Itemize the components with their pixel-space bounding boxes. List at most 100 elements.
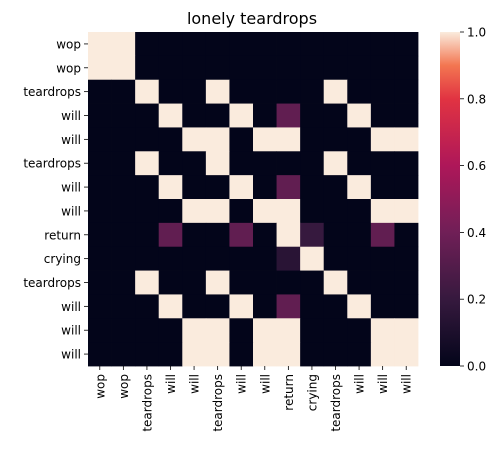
heatmap-cell — [370, 342, 395, 367]
heatmap-cell — [182, 103, 207, 128]
heatmap-cell — [394, 55, 419, 81]
heatmap-cell — [182, 222, 207, 248]
heatmap-cell — [205, 199, 230, 224]
heatmap-cell — [158, 127, 183, 152]
heatmap-cell — [229, 55, 254, 81]
y-tick-label: teardrops — [23, 276, 81, 290]
heatmap-cell — [370, 32, 395, 57]
heatmap-cell — [323, 32, 348, 57]
heatmap-cell — [276, 151, 301, 176]
heatmap-cell — [394, 318, 419, 343]
heatmap-cell — [158, 103, 183, 128]
heatmap-cell — [205, 127, 230, 152]
heatmap-cell — [135, 79, 160, 104]
x-tick-label: crying — [305, 374, 319, 411]
heatmap-cell — [300, 127, 325, 152]
heatmap-cell — [323, 175, 348, 200]
colorbar-tick-label: 1.0 — [467, 26, 486, 40]
heatmap-cell — [135, 318, 160, 343]
heatmap-cell — [88, 175, 112, 200]
colorbar-tick-label: 0.4 — [467, 226, 486, 240]
heatmap-cell — [300, 103, 325, 128]
heatmap-cell — [347, 246, 372, 271]
heatmap-cell — [300, 270, 325, 295]
heatmap-cell — [370, 318, 395, 343]
heatmap-cell — [88, 270, 112, 295]
heatmap-cell — [276, 175, 301, 200]
heatmap-cell — [182, 32, 207, 57]
heatmap-cell — [111, 79, 136, 104]
y-tick-label: wop — [56, 37, 81, 51]
heatmap-cell — [135, 175, 160, 200]
heatmap-cell — [135, 151, 160, 176]
y-tick-label: will — [61, 109, 81, 123]
heatmap-cell — [347, 318, 372, 343]
heatmap-cell — [135, 127, 160, 152]
heatmap-cell — [182, 318, 207, 343]
heatmap-cell — [300, 55, 325, 81]
x-tick-label: teardrops — [140, 374, 154, 432]
heatmap-cell — [158, 151, 183, 176]
x-tick-label: will — [235, 374, 249, 394]
x-tick-label: will — [164, 374, 178, 394]
heatmap-cell — [182, 79, 207, 104]
heatmap-cell — [205, 222, 230, 248]
heatmap-cell — [323, 151, 348, 176]
heatmap-cell — [88, 103, 112, 128]
x-axis: wop wop teardrops will will teardrops will will… — [93, 366, 414, 432]
heatmap-cell — [370, 270, 395, 295]
heatmap-cell — [158, 199, 183, 224]
heatmap-cell — [205, 103, 230, 128]
heatmap-cell — [229, 318, 254, 343]
heatmap-cell — [111, 294, 136, 319]
heatmap-cell — [394, 199, 419, 224]
heatmap-cell — [229, 222, 254, 248]
heatmap-cell — [205, 270, 230, 295]
heatmap-cell — [205, 32, 230, 57]
heatmap-cell — [253, 151, 277, 176]
heatmap-cell — [229, 79, 254, 104]
heatmap-cell — [111, 32, 136, 57]
heatmap-cell — [370, 199, 395, 224]
heatmap-cell — [253, 294, 277, 319]
x-tick-label: will — [400, 374, 414, 394]
y-tick-label: teardrops — [23, 85, 81, 99]
heatmap-cell — [88, 246, 112, 271]
y-axis: wop wop teardrops will will teardrops will will… — [23, 37, 88, 362]
heatmap-cell — [323, 318, 348, 343]
heatmap-cell — [253, 32, 277, 57]
heatmap-cell — [323, 246, 348, 271]
heatmap-cell — [394, 103, 419, 128]
heatmap-cell — [135, 294, 160, 319]
x-tick-label: will — [188, 374, 202, 394]
heatmap-cell — [111, 127, 136, 152]
heatmap-cell — [394, 175, 419, 200]
heatmap-cell — [111, 175, 136, 200]
y-tick-label: return — [44, 228, 81, 242]
heatmap-cell — [394, 222, 419, 248]
heatmap-cell — [347, 103, 372, 128]
heatmap-cell — [205, 246, 230, 271]
heatmap-cell — [158, 32, 183, 57]
x-tick-label: teardrops — [211, 374, 225, 432]
heatmap-cell — [253, 199, 277, 224]
heatmap-cell — [276, 342, 301, 367]
colorbar-axis: 0.0 0.2 0.4 0.6 0.8 1.0 — [460, 26, 486, 374]
heatmap-cell — [276, 294, 301, 319]
heatmap-cell — [253, 175, 277, 200]
heatmap-cell — [182, 175, 207, 200]
heatmap-cell — [229, 103, 254, 128]
heatmap-cell — [347, 79, 372, 104]
heatmap-cell — [111, 55, 136, 81]
heatmap-cell — [276, 270, 301, 295]
heatmap-cell — [88, 79, 112, 104]
heatmap-cell — [394, 79, 419, 104]
heatmap-cell — [347, 151, 372, 176]
heatmap-cell — [276, 32, 301, 57]
x-tick-label: wop — [93, 374, 107, 399]
heatmap-cell — [253, 246, 277, 271]
heatmap-cell — [394, 127, 419, 152]
heatmap-cell — [88, 32, 112, 57]
y-tick-label: will — [61, 324, 81, 338]
